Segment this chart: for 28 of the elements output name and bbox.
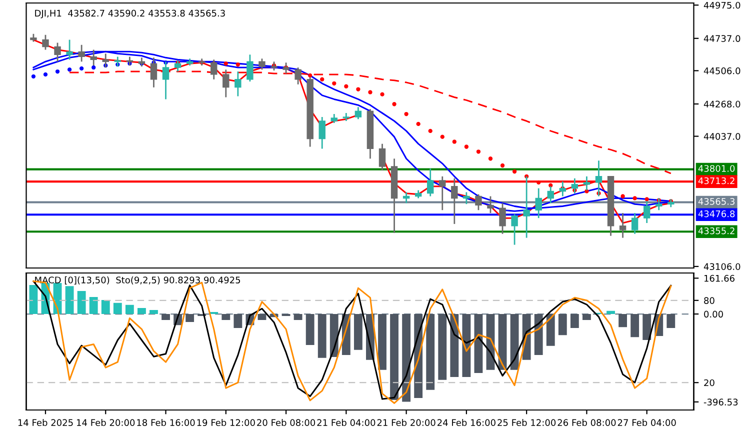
x-tick-label: 24 Feb 16:00 [437,419,496,426]
x-tick-label: 27 Feb 04:00 [618,419,676,426]
y-tick-label: 0.00 [704,310,723,318]
ref-line-label: 43476.8 [698,210,735,218]
y-tick-label: 44037.0 [704,133,740,140]
y-tick-label: 43106.0 [704,263,740,270]
ref-line-label: 43801.0 [698,165,735,172]
ref-line-label: 43713.2 [698,177,734,184]
y-tick-label: -396.53 [704,398,738,406]
y-tick-label: 44975.0 [704,2,740,9]
y-tick-label: 44737.0 [704,35,740,42]
text: DJI,H1 43582.7 43590.2 43553.8 43565.3 [35,10,225,18]
y2-tick-label: 20 [704,379,714,386]
x-tick-label: 21 Feb 20:00 [377,419,436,426]
ref-line-label: 43565.3 [698,198,735,205]
x-tick-label: 26 Feb 08:00 [558,419,616,426]
y-tick-label: 44268.0 [704,100,740,108]
y-tick-label: 161.66 [704,274,734,282]
x-tick-label: 21 Feb 04:00 [317,419,376,426]
x-tick-label: 18 Feb 16:00 [137,419,195,426]
x-tick-label: 14 Feb 2025 [18,419,73,426]
x-tick-label: 19 Feb 12:00 [197,419,255,426]
y2-tick-label: 80 [704,297,714,304]
ref-line-label: 43355.2 [698,227,734,234]
y-tick-label: 44506.0 [704,67,740,74]
x-tick-label: 25 Feb 12:00 [498,419,556,426]
x-tick-label: 14 Feb 20:00 [77,419,135,426]
x-tick-label: 20 Feb 08:00 [257,419,316,426]
